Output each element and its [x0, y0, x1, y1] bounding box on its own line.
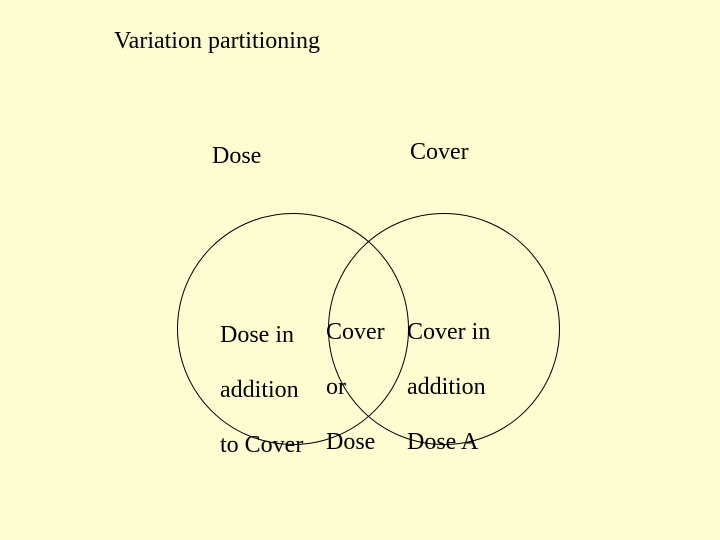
region-mid-line1: Cover — [326, 319, 385, 345]
region-label-cover-only: Cover in addition Dose A — [395, 291, 490, 457]
region-mid-line3: Dose — [326, 429, 375, 455]
region-left-line3: to Cover — [220, 432, 303, 458]
slide-title: Variation partitioning — [114, 28, 320, 56]
region-left-line2: addition — [220, 377, 299, 403]
region-mid-line2: or — [326, 374, 346, 400]
region-right-line2: addition — [407, 374, 486, 400]
region-label-dose-only: Dose in addition to Cover — [208, 294, 303, 460]
label-cover: Cover — [410, 139, 469, 167]
region-right-line1: Cover in — [407, 319, 490, 345]
region-right-line3: Dose A — [407, 429, 478, 455]
label-dose: Dose — [212, 143, 261, 171]
region-label-intersection: Cover or Dose — [314, 291, 385, 457]
region-left-line1: Dose in — [220, 322, 294, 348]
